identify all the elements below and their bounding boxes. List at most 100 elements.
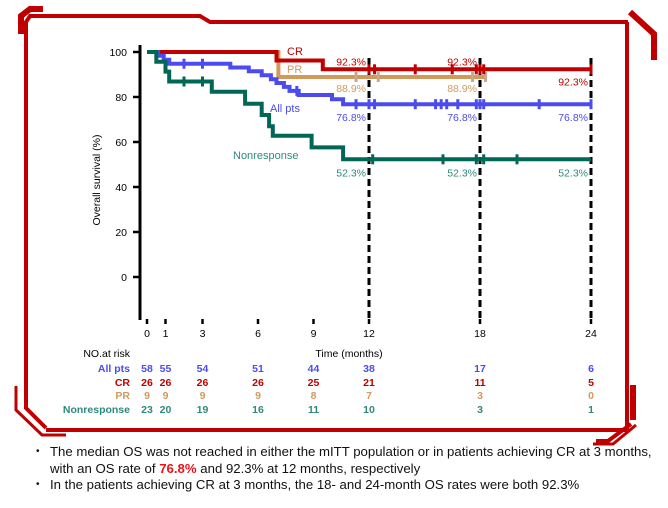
x-tick-label: 24 (585, 328, 597, 340)
censor-mark-all_pts (434, 99, 438, 110)
censor-mark-pr (484, 71, 488, 82)
at-risk-value-pr: 9 (255, 390, 261, 402)
at-risk-value-all_pts: 38 (363, 363, 375, 375)
curve-label-all_pts: All pts (270, 103, 300, 115)
x-tick-label: 3 (200, 328, 206, 340)
frame-bottom-right-bevel (593, 423, 637, 446)
curve-label-pr: PR (287, 64, 302, 76)
bullet-text-part: The median OS was not reached in either … (50, 444, 652, 476)
at-risk-value-pr: 8 (311, 390, 317, 402)
at-risk-value-cr: 26 (141, 377, 153, 389)
y-axis-title: Overall survival (%) (91, 134, 103, 225)
x-tick-label: 6 (255, 328, 261, 340)
censor-mark-nonresponse (515, 154, 519, 165)
censor-mark-pr (354, 71, 358, 82)
frame-top-edge (24, 14, 628, 400)
censor-mark-all_pts (367, 99, 371, 110)
censor-mark-all_pts (445, 99, 449, 110)
frame-bottom-left-bevel (24, 398, 48, 430)
censor-mark-cr (482, 64, 486, 75)
x-tick-label: 1 (163, 328, 169, 340)
rate-label-cr: 92.3% (336, 56, 366, 68)
rate-label-pr: 88.9% (447, 83, 477, 95)
at-risk-value-pr: 0 (588, 390, 594, 402)
frame-corner-bottom-left (14, 386, 66, 437)
curve-nonresponse (147, 50, 591, 162)
y-tick-label: 20 (115, 227, 127, 239)
bullet-text-part: and 92.3% at 12 months, respectively (196, 460, 421, 476)
bullet-text: The median OS was not reached in either … (50, 444, 656, 477)
censor-mark-all_pts (474, 99, 478, 110)
at-risk-value-pr: 7 (366, 390, 372, 402)
rate-label-all_pts: 76.8% (558, 112, 588, 124)
at-risk-value-cr: 21 (363, 377, 375, 389)
at-risk-value-all_pts: 17 (474, 363, 486, 375)
y-tick-label: 60 (115, 137, 127, 149)
at-risk-value-all_pts: 44 (308, 363, 320, 375)
at-risk-value-pr: 3 (477, 390, 483, 402)
censor-mark-all_pts (456, 99, 460, 110)
at-risk-value-nonresponse: 1 (588, 404, 594, 416)
censor-mark-nonresponse (182, 76, 186, 87)
censor-mark-cr (450, 64, 454, 75)
censor-mark-cr (413, 64, 417, 75)
y-tick-label: 80 (115, 92, 127, 104)
rate-label-cr: 92.3% (447, 56, 477, 68)
censor-mark-all_pts (439, 99, 443, 110)
rate-label-nonresponse: 52.3% (336, 167, 366, 179)
at-risk-value-all_pts: 54 (197, 363, 209, 375)
axes: 0 20 40 60 80 100 0 1 3 6 9 12 18 24 Overall survival … (91, 45, 597, 360)
rate-label-all_pts: 76.8% (447, 112, 477, 124)
censor-mark-cr (373, 64, 377, 75)
x-tick-label: 9 (311, 328, 317, 340)
y-tick-label: 100 (109, 47, 127, 59)
bullet-glyph: • (36, 446, 40, 457)
at-risk-row-label-all_pts: All pts (98, 363, 130, 375)
curve-label-nonresponse: Nonresponse (233, 150, 298, 162)
summary-bullets: • The median OS was not reached in eithe… (36, 444, 656, 494)
censor-mark-cr (474, 64, 478, 75)
at-risk-value-cr: 26 (197, 377, 209, 389)
at-risk-value-nonresponse: 20 (160, 404, 172, 416)
censor-mark-cr (589, 64, 593, 75)
at-risk-row-label-pr: PR (115, 390, 130, 402)
y-tick-label: 0 (121, 272, 127, 284)
censor-mark-all_pts (182, 58, 186, 69)
at-risk-value-cr: 26 (160, 377, 172, 389)
y-tick-label: 40 (115, 182, 127, 194)
censor-mark-pr (376, 71, 380, 82)
censor-mark-nonresponse (201, 76, 204, 87)
at-risk-value-nonresponse: 10 (363, 404, 375, 416)
x-tick-label: 12 (363, 328, 375, 340)
curve-label-cr: CR (287, 46, 303, 58)
at-risk-value-nonresponse: 11 (308, 404, 319, 416)
rate-label-nonresponse: 52.3% (447, 167, 477, 179)
censor-mark-cr (367, 64, 371, 75)
rate-annotations: 92.3% 92.3% 92.3% 88.9% 88.9% 76.8% 76.8% 76.8%… (336, 56, 588, 179)
at-risk-value-cr: 25 (308, 377, 320, 389)
bullet-text: In the patients achieving CR at 3 months… (50, 477, 580, 492)
at-risk-title: NO.at risk (83, 348, 130, 360)
censor-mark-nonresponse (441, 154, 445, 165)
censor-mark-all_pts (373, 99, 377, 110)
censor-mark-cr (478, 64, 482, 75)
censor-mark-all_pts (295, 85, 299, 96)
censor-mark-nonresponse (371, 154, 375, 165)
censor-mark-all_pts (478, 99, 482, 110)
rate-label-all_pts: 76.8% (336, 112, 366, 124)
at-risk-row-label-nonresponse: Nonresponse (63, 404, 130, 416)
frame-corner-top-right (627, 9, 657, 60)
at-risk-value-pr: 9 (200, 390, 206, 402)
rate-label-pr: 88.9% (336, 83, 366, 95)
at-risk-value-all_pts: 55 (160, 363, 172, 375)
survival-curves (147, 50, 593, 165)
at-risk-value-nonresponse: 23 (141, 404, 153, 416)
censor-mark-all_pts (413, 99, 417, 110)
x-axis-title: Time (months) (315, 348, 382, 360)
bullet-highlight: 76.8% (159, 460, 197, 476)
at-risk-value-cr: 26 (252, 377, 264, 389)
at-risk-value-all_pts: 58 (141, 363, 153, 375)
x-tick-label: 18 (474, 328, 486, 340)
at-risk-value-pr: 9 (163, 390, 169, 402)
